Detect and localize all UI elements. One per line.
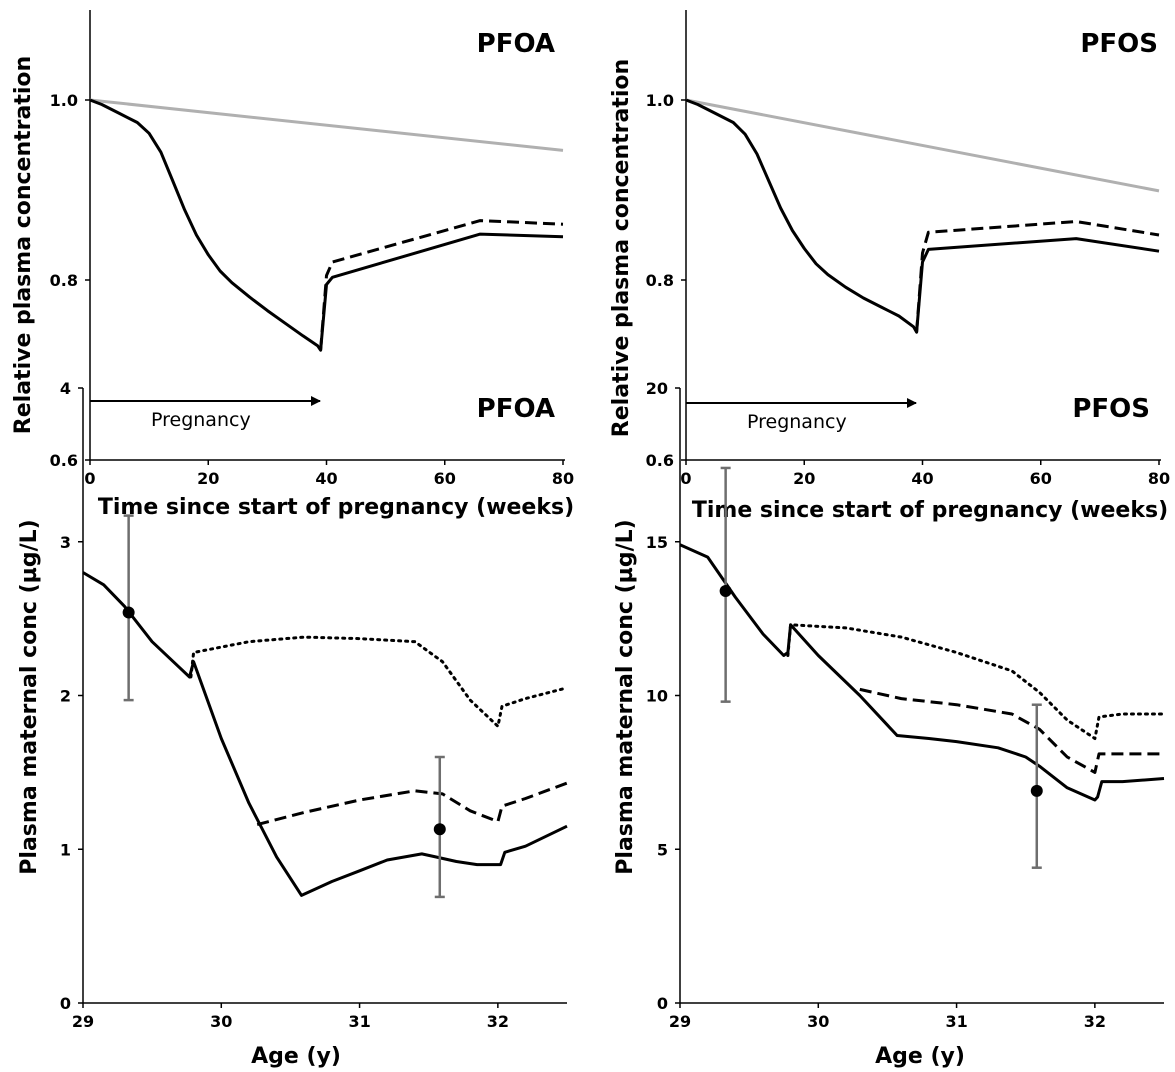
series-line-dashed [859, 687, 1164, 774]
data-point [433, 823, 446, 836]
pregnancy-label: Pregnancy [151, 409, 251, 431]
y-tick-label: 0 [657, 994, 668, 1013]
y-tick-label: 0.8 [646, 271, 674, 290]
panel-bottom-left: 29 30 31 32 0 1 2 3 4 PFOA Age (y) Plasma matern… [17, 379, 569, 1069]
data-point [1030, 784, 1043, 797]
x-tick-label: 0 [680, 469, 691, 488]
y-tick-label: 0 [60, 994, 71, 1013]
x-tick-label: 30 [210, 1012, 232, 1031]
chart-marks [89, 98, 564, 352]
series-line-solid [89, 98, 564, 152]
x-tick-label: 40 [315, 469, 337, 488]
x-tick-label: 40 [911, 469, 933, 488]
series-line-solid [685, 98, 1160, 193]
series-line-solid [685, 98, 1160, 334]
y-tick-label: 3 [60, 533, 71, 552]
y-tick-label: 20 [646, 379, 668, 398]
x-tick-label: 30 [807, 1012, 829, 1031]
chart-title: PFOS [1072, 394, 1150, 424]
x-tick-label: 80 [1148, 469, 1170, 488]
data-point [122, 606, 135, 619]
y-tick-label: 1.0 [646, 91, 674, 110]
y-axis-title: Relative plasma concentration [11, 56, 36, 434]
x-tick-label: 20 [793, 469, 815, 488]
x-axis-title: Time since start of pregnancy (weeks) [692, 498, 1168, 523]
panel-top-left: 0 20 40 60 80 0.6 0.8 1.0 PFOA Time since start… [11, 10, 574, 520]
chart-title: PFOA [477, 29, 555, 59]
series-line-solid [679, 543, 1165, 802]
y-tick-label: 0.6 [50, 451, 78, 470]
series-line-dotted [189, 635, 569, 728]
data-point [719, 584, 732, 597]
x-axis-title: Age (y) [251, 1044, 341, 1069]
series-line-solid [82, 571, 568, 897]
x-tick-label: 29 [669, 1012, 691, 1031]
x-tick-label: 31 [945, 1012, 967, 1031]
chart-marks [679, 466, 1166, 869]
x-axis-title: Age (y) [875, 1044, 965, 1069]
chart-marks [82, 514, 569, 899]
y-tick-label: 5 [657, 840, 668, 859]
y-axis-title: Relative plasma concentration [609, 59, 634, 437]
y-tick-label: 1 [60, 840, 71, 859]
x-tick-label: 20 [197, 469, 219, 488]
x-tick-label: 60 [434, 469, 456, 488]
ticks: 29 30 31 32 0 1 2 3 4 [60, 379, 509, 1031]
chart-title: PFOS [1080, 29, 1158, 59]
x-tick-label: 60 [1030, 469, 1052, 488]
y-tick-label: 4 [60, 379, 71, 398]
series-line-dashed [319, 219, 564, 351]
x-tick-label: 29 [72, 1012, 94, 1031]
data-point-with-error-bar [433, 755, 446, 899]
ticks: 29 30 31 32 0 5 10 15 20 [646, 379, 1106, 1031]
panel-bottom-right: 29 30 31 32 0 5 10 15 20 PFOS Age (y) Plasma mat… [613, 379, 1166, 1069]
x-tick-label: 80 [552, 469, 574, 488]
y-tick-label: 1.0 [50, 91, 78, 110]
series-line-dotted [786, 623, 1166, 740]
chart-marks [685, 98, 1160, 334]
y-tick-label: 0.6 [646, 451, 674, 470]
data-point-with-error-bar [719, 466, 732, 703]
y-tick-label: 10 [646, 687, 668, 706]
data-point-with-error-bar [122, 514, 135, 702]
pregnancy-label: Pregnancy [747, 411, 847, 433]
y-tick-label: 15 [646, 533, 668, 552]
series-line-dashed [256, 781, 568, 827]
data-point-with-error-bar [1030, 703, 1043, 869]
y-tick-label: 2 [60, 687, 71, 706]
x-axis-title: Time since start of pregnancy (weeks) [98, 495, 574, 520]
x-tick-label: 31 [348, 1012, 370, 1031]
chart-title: PFOA [477, 394, 555, 424]
ticks: 0 20 40 60 80 0.6 0.8 1.0 [50, 91, 574, 488]
series-line-solid [89, 98, 564, 352]
x-tick-label: 32 [487, 1012, 509, 1031]
panel-top-right: 0 20 40 60 80 0.6 0.8 1.0 PFOS Time since start… [609, 10, 1170, 523]
y-tick-label: 0.8 [50, 271, 78, 290]
series-line-dashed [915, 220, 1160, 333]
ticks: 0 20 40 60 80 0.6 0.8 1.0 [646, 91, 1170, 488]
y-axis-title: Plasma maternal conc (µg/L) [613, 519, 638, 874]
x-tick-label: 0 [84, 469, 95, 488]
y-axis-title: Plasma maternal conc (µg/L) [17, 519, 42, 874]
x-tick-label: 32 [1084, 1012, 1106, 1031]
